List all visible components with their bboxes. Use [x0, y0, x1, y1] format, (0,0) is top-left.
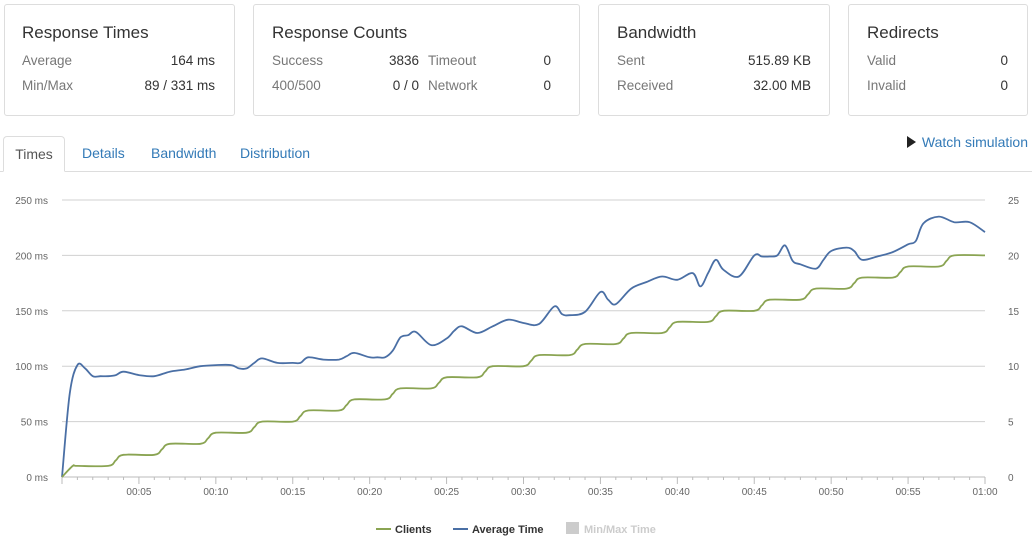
sent-label: Sent: [617, 53, 645, 68]
average-value: 164 ms: [170, 53, 215, 68]
average-time-series-line: [61, 215, 986, 478]
x-tick-label: 00:50: [819, 487, 844, 498]
bandwidth-title: Bandwidth: [617, 23, 697, 42]
tab-details[interactable]: Details: [82, 145, 125, 161]
watch-simulation-label: Watch simulation: [921, 134, 1028, 150]
x-tick-label: 00:40: [665, 487, 690, 498]
received-label: Received: [617, 78, 674, 93]
y-left-tick-label: 0 ms: [26, 473, 48, 484]
y-axis-left: 0 ms 50 ms 100 ms 150 ms 200 ms 250 ms: [15, 196, 48, 484]
valid-value: 0: [1000, 53, 1008, 68]
x-tick-label: 00:25: [434, 487, 459, 498]
watch-simulation-link[interactable]: Watch simulation: [906, 134, 1028, 150]
legend-swatch: [566, 522, 579, 534]
y-right-tick-label: 0: [1008, 473, 1014, 484]
valid-label: Valid: [867, 53, 897, 68]
response-times-card: Response Times Average 164 ms Min/Max 89…: [4, 4, 235, 116]
tab-times[interactable]: Times: [3, 136, 65, 172]
legend-label: Min/Max Time: [584, 524, 656, 536]
minmax-label: Min/Max: [22, 78, 74, 93]
tab-bandwidth[interactable]: Bandwidth: [151, 145, 217, 161]
y-left-tick-label: 150 ms: [15, 307, 48, 318]
response-counts-card: Response Counts Success 3836 Timeout 0 4…: [253, 4, 580, 116]
timeout-label: Timeout: [428, 53, 477, 68]
x-tick-label: 00:35: [588, 487, 613, 498]
y-right-tick-label: 10: [1008, 362, 1020, 373]
x-tick-label: 00:30: [511, 487, 536, 498]
response-counts-title: Response Counts: [272, 23, 408, 42]
clients-series-line: [61, 254, 986, 478]
legend-item-clients[interactable]: Clients: [376, 524, 432, 536]
y-left-tick-label: 250 ms: [15, 196, 48, 207]
invalid-value: 0: [1000, 78, 1008, 93]
y-left-tick-label: 50 ms: [21, 418, 48, 429]
y-axis-right: 0 5 10 15 20 25: [1008, 196, 1020, 484]
chart-tabs: Times Details Bandwidth Distribution: [0, 136, 1032, 172]
network-value: 0: [543, 78, 551, 93]
play-icon: [906, 136, 916, 149]
error-codes-value: 0 / 0: [392, 78, 419, 93]
sent-value: 515.89 KB: [747, 53, 811, 68]
y-right-tick-label: 15: [1008, 307, 1020, 318]
chart-legend: Clients Average Time Min/Max Time: [376, 522, 656, 536]
network-label: Network: [428, 78, 478, 93]
y-left-tick-label: 100 ms: [15, 362, 48, 373]
y-right-tick-label: 5: [1008, 418, 1014, 429]
average-label: Average: [22, 53, 73, 68]
received-value: 32.00 MB: [753, 78, 811, 93]
redirects-title: Redirects: [867, 23, 939, 42]
x-tick-label: 00:55: [896, 487, 921, 498]
redirects-card: Redirects Valid 0 Invalid 0: [848, 4, 1028, 116]
tabs-divider: [0, 171, 1032, 172]
x-tick-label: 00:10: [203, 487, 228, 498]
legend-item-min-max-time[interactable]: Min/Max Time: [566, 522, 656, 536]
success-value: 3836: [388, 53, 419, 68]
x-tick-label: 00:45: [742, 487, 767, 498]
x-tick-label: 00:05: [126, 487, 151, 498]
y-right-tick-label: 20: [1008, 251, 1020, 262]
response-times-title: Response Times: [22, 23, 149, 42]
invalid-label: Invalid: [867, 78, 907, 93]
timeout-value: 0: [543, 53, 551, 68]
y-left-tick-label: 200 ms: [15, 251, 48, 262]
success-label: Success: [272, 53, 324, 68]
chart-grid: [62, 199, 985, 478]
x-tick-label: 00:20: [357, 487, 382, 498]
legend-label: Clients: [395, 524, 432, 536]
tab-distribution[interactable]: Distribution: [240, 145, 311, 161]
legend-item-average-time[interactable]: Average Time: [453, 524, 544, 536]
bandwidth-card: Bandwidth Sent 515.89 KB Received 32.00 …: [598, 4, 830, 116]
x-tick-label: 00:15: [280, 487, 305, 498]
y-right-tick-label: 25: [1008, 196, 1020, 207]
x-axis: 00:05 00:10 00:15 00:20 00:25 00:30 00:35 00:40…: [61, 477, 998, 498]
x-tick-label: 01:00: [972, 487, 997, 498]
legend-label: Average Time: [472, 524, 544, 536]
chart-series: [61, 215, 986, 478]
minmax-value: 89 / 331 ms: [144, 78, 215, 93]
error-codes-label: 400/500: [272, 78, 321, 93]
